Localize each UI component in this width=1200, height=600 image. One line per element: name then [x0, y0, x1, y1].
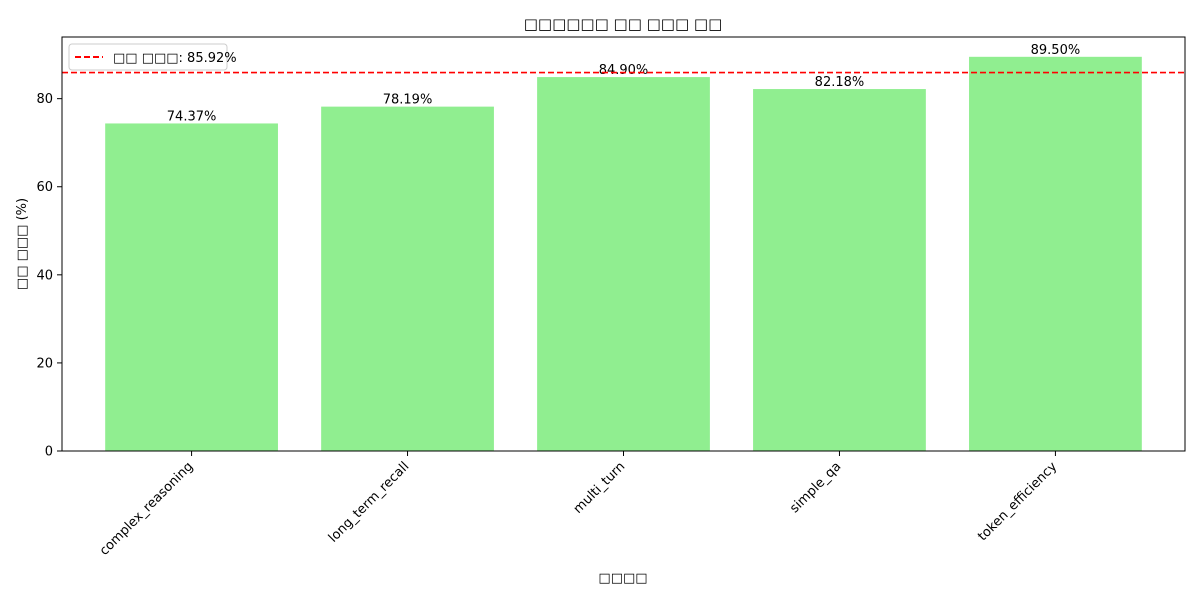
- bar-long_term_recall: [321, 106, 494, 451]
- y-axis-label: □□ □□□ (%): [15, 198, 30, 290]
- bar-simple_qa: [753, 89, 926, 452]
- legend: □□ □□□: 85.92%: [68, 43, 237, 71]
- bar-token_efficiency: [969, 56, 1142, 451]
- bar-multi_turn: [537, 77, 710, 451]
- x-axis-label: □□□□: [598, 571, 647, 586]
- y-axis-ticks: 0 20 40 60 80: [36, 92, 62, 460]
- y-tick-label: 40: [36, 268, 53, 283]
- value-label-simple_qa: 82.18%: [815, 75, 865, 90]
- bar-complex_reasoning: [105, 123, 278, 451]
- legend-label: □□ □□□: 85.92%: [113, 51, 237, 66]
- value-label-long_term_recall: 78.19%: [383, 93, 433, 108]
- y-tick-label: 20: [36, 356, 53, 371]
- value-labels-group: 74.37% 78.19% 84.90% 82.18% 89.50%: [167, 43, 1080, 125]
- y-tick-label: 80: [36, 92, 53, 107]
- value-label-token_efficiency: 89.50%: [1031, 43, 1081, 58]
- value-label-complex_reasoning: 74.37%: [167, 109, 217, 124]
- chart-title: □□□□□□ □□ □□□ □□: [524, 15, 723, 33]
- value-label-multi_turn: 84.90%: [599, 63, 649, 78]
- legend-box: [68, 43, 228, 71]
- y-tick-label: 60: [36, 180, 53, 195]
- bars-group: [105, 56, 1142, 452]
- y-tick-label: 0: [45, 445, 53, 460]
